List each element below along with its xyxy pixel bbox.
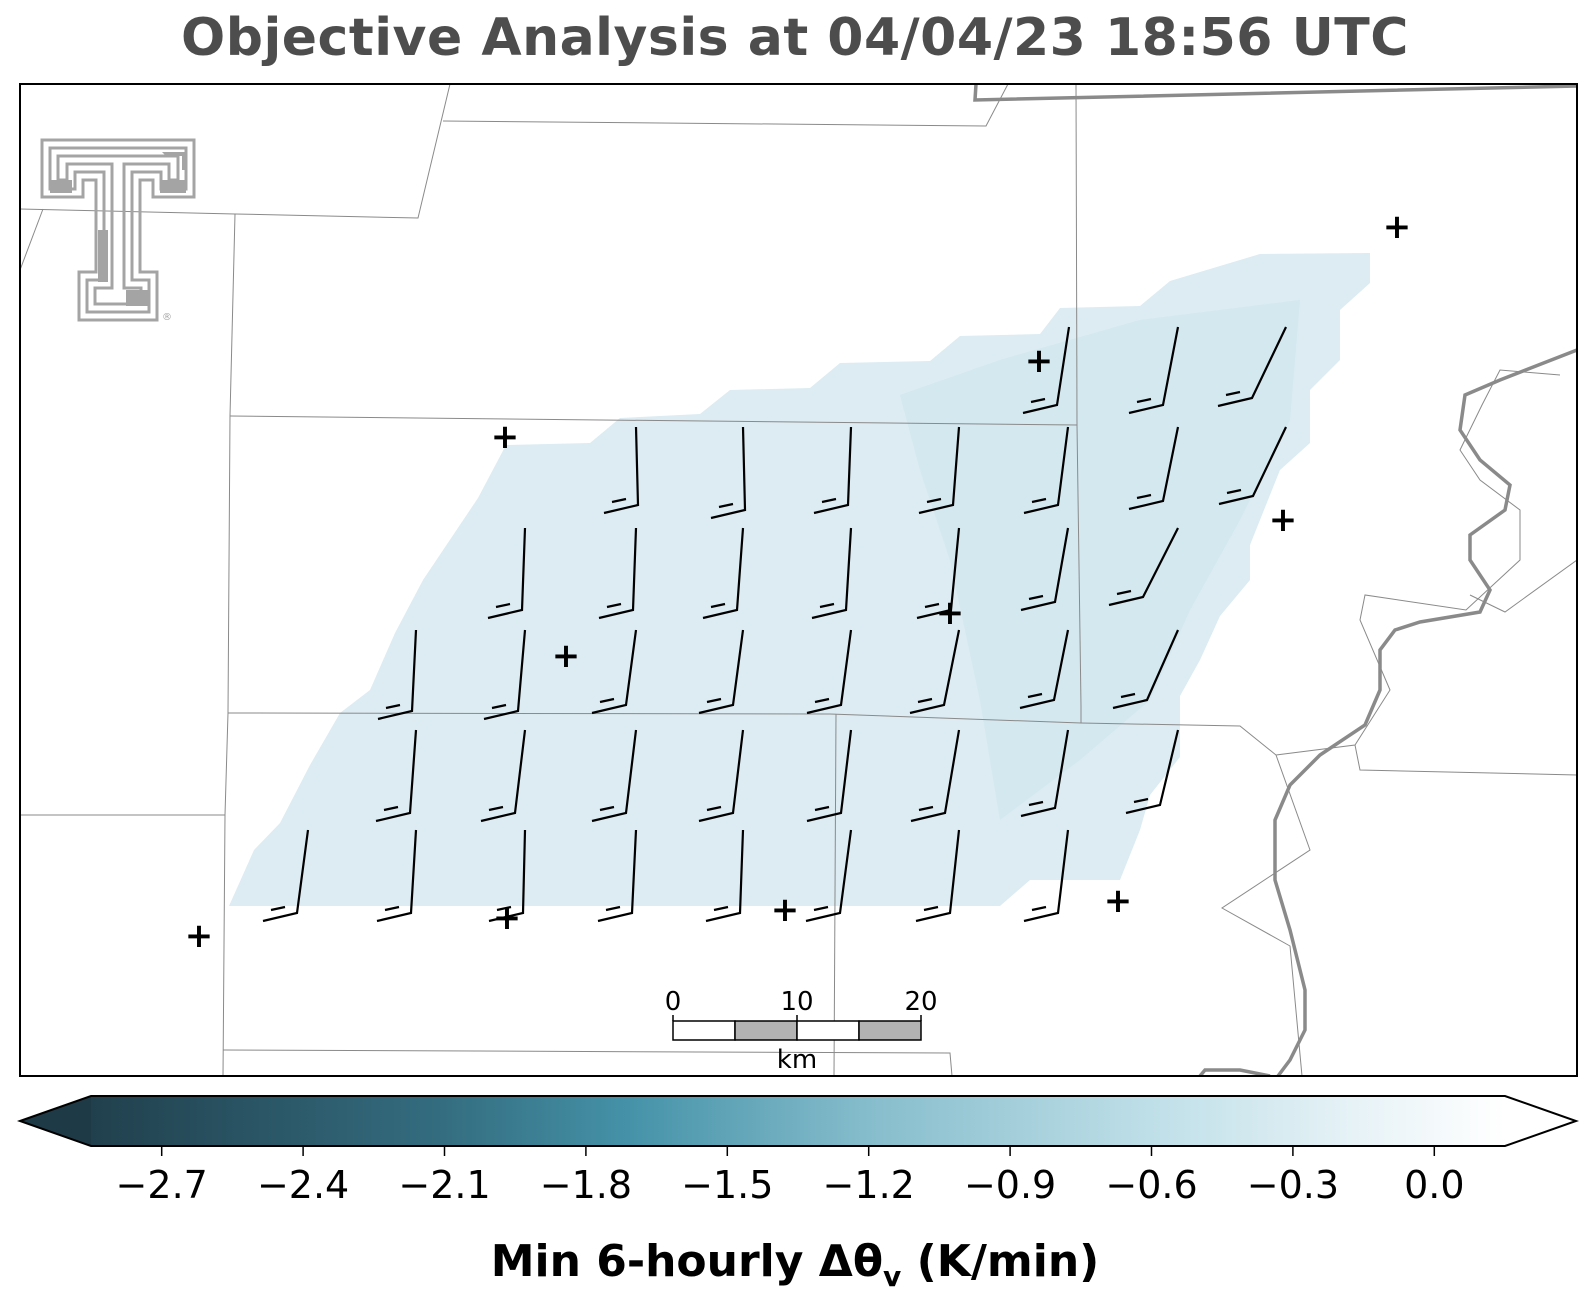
- colorbar-tick-label: −1.5: [681, 1163, 773, 1207]
- wind-barb-icon: [805, 829, 853, 923]
- scale-label-0: 0: [665, 987, 682, 1017]
- scale-label-20: 20: [904, 987, 937, 1017]
- analysis-shading-core: [900, 300, 1300, 820]
- wind-barb-icon: [811, 527, 853, 620]
- colorbar: −2.7 −2.4 −2.1 −1.8 −1.5 −1.2 −0.9 −0.6 −0.3 0.0: [16, 1095, 1580, 1207]
- wind-barb-icon: [1022, 326, 1071, 415]
- wind-barb-icon: [702, 527, 745, 620]
- colorbar-tick-label: −2.4: [257, 1163, 349, 1207]
- colorbar-tick-label: −1.8: [540, 1163, 632, 1207]
- wind-barb-icon: [598, 527, 638, 620]
- state-border: [973, 84, 1577, 1076]
- colorbar-tick-label: −0.9: [964, 1163, 1056, 1207]
- county-lines: [20, 84, 1577, 1076]
- wind-barb-icon: [591, 729, 638, 823]
- wind-barb-icon: [597, 829, 638, 923]
- station-plus-icon: +: [936, 593, 965, 633]
- station-plus-icon: +: [491, 417, 520, 457]
- wind-barb-icon: [1112, 629, 1180, 710]
- colorbar-label-unit: (K/min): [901, 1236, 1100, 1287]
- wind-barb-icon: [603, 426, 640, 515]
- wind-barb-icon: [916, 527, 961, 620]
- colorbar-tick-label: −2.1: [398, 1163, 490, 1207]
- wind-barb-icon: [1125, 729, 1180, 815]
- scale-unit: km: [777, 1045, 817, 1075]
- map-frame: [19, 83, 1578, 1077]
- scale-bar: 0 10 20 km: [665, 987, 938, 1075]
- colorbar-label-subscript: v: [883, 1259, 902, 1293]
- plot-title: Objective Analysis at 04/04/23 18:56 UTC: [181, 8, 1409, 68]
- wind-barb-icon: [705, 829, 745, 923]
- colorbar-label: Min 6-hourly Δθv (K/min): [0, 1236, 1590, 1293]
- wind-barb-icon: [375, 729, 418, 823]
- wind-barb-icon: [1019, 629, 1070, 710]
- scale-label-10: 10: [780, 987, 813, 1017]
- colorbar-extend-high: [1505, 1096, 1576, 1146]
- station-plus-icon: +: [1025, 341, 1054, 381]
- colorbar-tick-label: −0.6: [1105, 1163, 1197, 1207]
- station-plus-icon: +: [1104, 881, 1133, 921]
- station-plus-icon: +: [552, 636, 581, 676]
- map-area: + + + + + + + + + + ®: [20, 84, 1577, 1076]
- wind-barb-icon: [480, 729, 527, 823]
- wind-barb-icon: [1108, 527, 1179, 607]
- wind-barb-icon: [1023, 426, 1070, 515]
- wind-barb-icon: [1217, 326, 1287, 408]
- wind-barb-icon: [1128, 326, 1180, 415]
- colorbar-tick-label: 0.0: [1404, 1163, 1464, 1207]
- colorbar-extend-low: [20, 1096, 91, 1146]
- station-plus-icon: +: [1383, 207, 1412, 247]
- wind-barb-icon: [487, 527, 527, 620]
- wind-barb-icon: [591, 629, 638, 715]
- colorbar-label-main: Min 6-hourly Δθ: [490, 1236, 884, 1287]
- wind-barb-icon: [698, 729, 745, 823]
- wind-barb-icon: [1020, 527, 1070, 612]
- station-markers: + + + + + + + + + +: [185, 207, 1412, 956]
- ttu-logo: ®: [40, 138, 196, 323]
- wind-barb-icon: [488, 829, 527, 923]
- station-plus-icon: +: [185, 916, 214, 956]
- wind-barb-icon: [1128, 426, 1180, 511]
- colorbar-tick-label: −0.3: [1247, 1163, 1339, 1207]
- wind-barb-icon: [910, 729, 961, 823]
- wind-barb-icon: [698, 629, 745, 715]
- wind-barb-icon: [377, 629, 418, 721]
- wind-barbs: [262, 326, 1287, 923]
- wind-barb-icon: [376, 829, 418, 923]
- colorbar-ticks: −2.7 −2.4 −2.1 −1.8 −1.5 −1.2 −0.9 −0.6 −0.3 0.0: [116, 1146, 1465, 1207]
- wind-barb-icon: [918, 426, 961, 515]
- colorbar-tick-label: −2.7: [116, 1163, 208, 1207]
- wind-barb-icon: [806, 729, 853, 823]
- wind-barb-icon: [909, 629, 961, 715]
- station-plus-icon: +: [771, 890, 800, 930]
- logo-registered-mark: ®: [162, 312, 172, 323]
- wind-barb-icon: [262, 829, 310, 923]
- wind-barb-icon: [710, 426, 747, 520]
- station-plus-icon: +: [493, 898, 522, 938]
- wind-barb-icon: [1023, 829, 1070, 923]
- wind-barb-icon: [806, 629, 853, 715]
- wind-barb-icon: [813, 426, 853, 515]
- wind-barb-icon: [483, 629, 527, 721]
- wind-barb-icon: [1020, 729, 1070, 818]
- wind-barb-icon: [1218, 426, 1287, 506]
- colorbar-tick-label: −1.2: [823, 1163, 915, 1207]
- station-plus-icon: +: [1269, 500, 1298, 540]
- wind-barb-icon: [915, 829, 961, 923]
